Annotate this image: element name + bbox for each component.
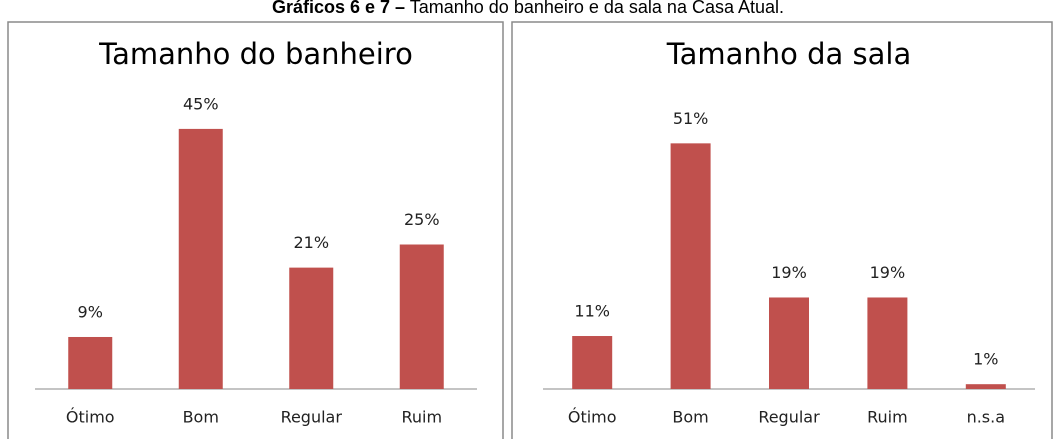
bar — [68, 336, 113, 389]
data-label: 19% — [870, 263, 906, 282]
data-label: 9% — [78, 302, 103, 321]
caption: Gráficos 6 e 7 – Tamanho do banheiro e d… — [272, 0, 784, 17]
bar — [289, 267, 334, 389]
x-tick-label: Regular — [281, 408, 343, 427]
x-tick-label: Regular — [758, 408, 820, 427]
bar — [178, 128, 223, 389]
x-tick-label: Bom — [183, 408, 219, 427]
bar — [867, 297, 908, 389]
caption-label: Gráficos 6 e 7 – — [272, 0, 405, 17]
x-tick-label: Ruim — [401, 408, 442, 427]
data-label: 19% — [771, 263, 807, 282]
x-tick-label: Ruim — [867, 408, 908, 427]
data-label: 25% — [404, 210, 440, 229]
x-tick-label: Ótimo — [568, 408, 617, 427]
x-tick-label: n.s.a — [967, 408, 1005, 427]
data-label: 21% — [293, 233, 329, 252]
caption-text: Tamanho do banheiro e da sala na Casa At… — [410, 0, 784, 17]
x-tick-label: Ótimo — [66, 408, 115, 427]
data-label: 11% — [574, 302, 610, 321]
chart-title: Tamanho do banheiro — [98, 37, 413, 71]
bar — [965, 384, 1006, 389]
chart-title: Tamanho da sala — [666, 37, 912, 71]
bar — [769, 297, 809, 389]
bar — [399, 244, 444, 389]
bar — [670, 143, 711, 389]
data-label: 1% — [973, 350, 998, 369]
chart-frame — [511, 21, 1053, 439]
bar — [572, 336, 613, 389]
data-label: 45% — [183, 94, 219, 113]
chart-frame — [7, 21, 504, 439]
data-label: 51% — [673, 109, 709, 128]
x-tick-label: Bom — [672, 408, 708, 427]
